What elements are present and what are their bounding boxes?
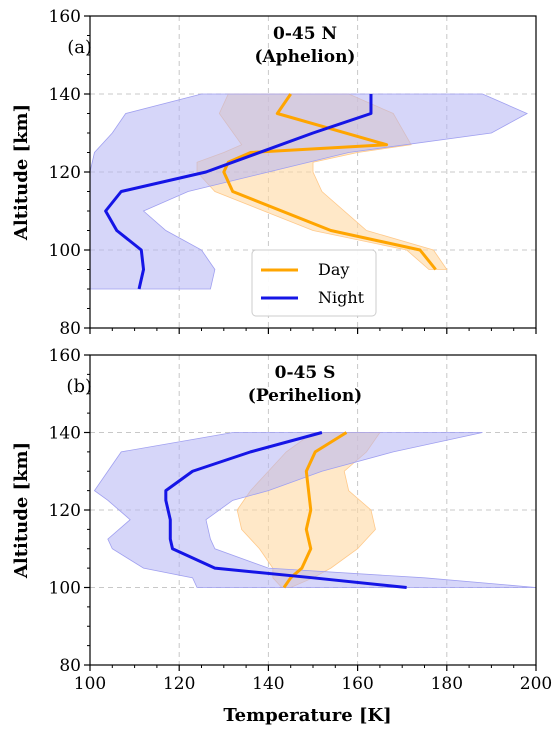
panel-title-region: 0-45 N bbox=[273, 24, 337, 44]
x-tick-label: 140 bbox=[252, 674, 284, 694]
legend-label-night: Night bbox=[318, 288, 365, 307]
x-tick-label: 180 bbox=[431, 674, 463, 694]
series-line-night bbox=[104, 94, 373, 290]
legend: Day Night bbox=[251, 249, 377, 317]
series-line-night bbox=[164, 431, 407, 589]
y-tick-label: 140 bbox=[49, 424, 81, 444]
x-tick-label: 200 bbox=[520, 674, 552, 694]
y-tick-label: 160 bbox=[49, 7, 81, 27]
panel-label: (b) bbox=[66, 376, 92, 397]
series-line-day bbox=[282, 431, 348, 589]
legend-label-day: Day bbox=[318, 260, 349, 279]
uncertainty-band-night bbox=[90, 93, 528, 290]
y-tick-label: 80 bbox=[59, 319, 81, 339]
y-tick-label: 100 bbox=[49, 241, 81, 261]
series-line-day bbox=[222, 93, 437, 271]
panel-label: (a) bbox=[67, 37, 92, 58]
y-tick-label: 120 bbox=[49, 163, 81, 183]
panel-aphelion: 80 100 120 140 160 Altitude [km] (a) 0-45 N (Aph… bbox=[11, 7, 537, 339]
y-tick-label: 120 bbox=[49, 501, 81, 521]
y-tick-label: 80 bbox=[59, 656, 81, 676]
uncertainty-band-night bbox=[93, 432, 536, 588]
x-tick-label: 120 bbox=[163, 674, 195, 694]
x-axis-label: Temperature [K] bbox=[223, 705, 391, 726]
data-layer bbox=[93, 431, 536, 589]
y-tick-label: 100 bbox=[49, 579, 81, 599]
x-tick-label: 100 bbox=[74, 674, 106, 694]
y-axis-label: Altitude [km] bbox=[11, 442, 32, 579]
x-tick-label: 160 bbox=[341, 674, 373, 694]
data-layer bbox=[90, 93, 528, 290]
y-axis-label: Altitude [km] bbox=[11, 104, 32, 241]
panel-title-season: (Aphelion) bbox=[255, 47, 356, 67]
panel-title-season: (Perihelion) bbox=[248, 386, 362, 406]
y-tick-label: 140 bbox=[49, 85, 81, 105]
y-tick-label: 160 bbox=[49, 346, 81, 366]
panel-title-region: 0-45 S bbox=[275, 363, 336, 383]
